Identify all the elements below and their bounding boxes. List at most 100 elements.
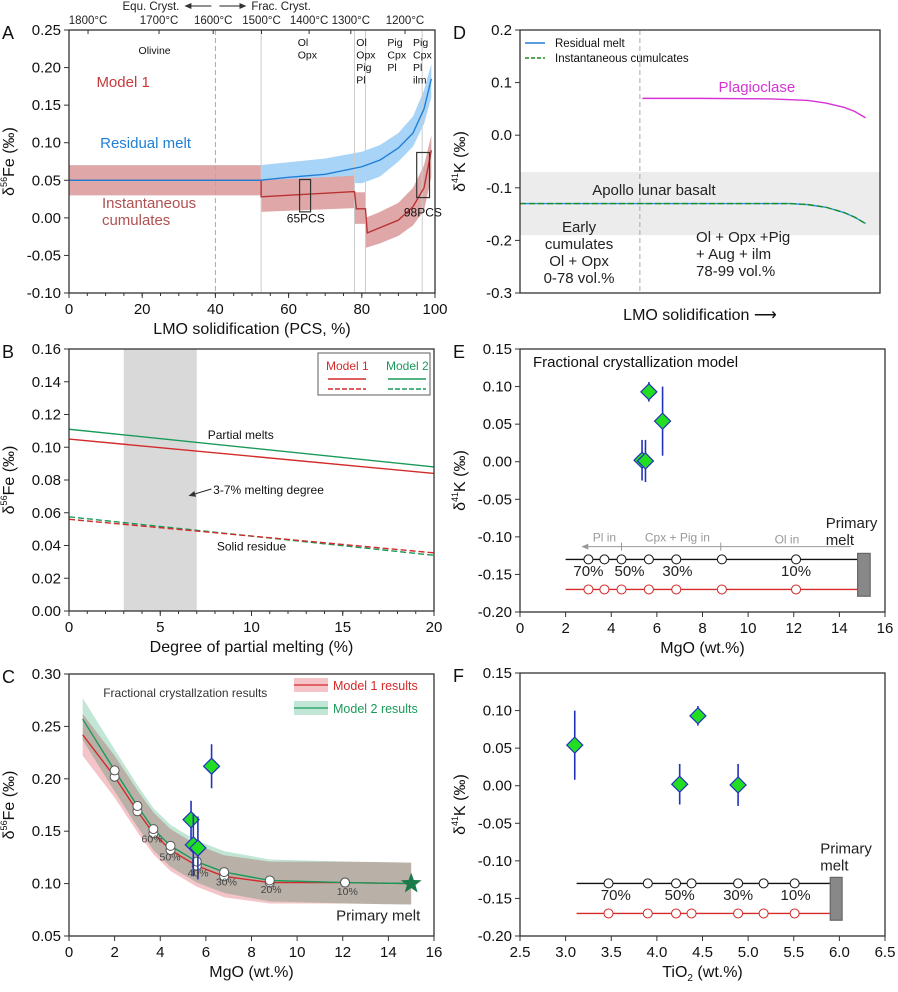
model-1-step [603, 878, 614, 889]
model-1-step [642, 878, 653, 889]
x-tick-label: 14 [380, 944, 397, 961]
model-2-line [82, 718, 412, 885]
plot-area [565, 706, 843, 921]
x-axis-label: Degree of partial melting (%) [150, 639, 354, 656]
axis-label-part: Degree of partial melting (%) [150, 639, 354, 656]
plot-area [69, 30, 433, 293]
percent-label: 60% [142, 834, 163, 846]
y-tick-label: -0.10 [478, 529, 512, 546]
melting-degree-range [123, 349, 197, 611]
residual-melt-band [69, 63, 432, 196]
98pcs-box [416, 151, 431, 199]
cpx-pig-in-label: Cpx + Pig in [645, 530, 710, 544]
lunar-basalt-sample [689, 706, 707, 725]
percent-label: 30% [723, 887, 753, 904]
percent-label: 70% [573, 563, 603, 580]
percent-label: 10% [337, 886, 358, 898]
axis-label-part: 56 [0, 177, 9, 187]
x-tick-label: 4.0 [646, 944, 667, 961]
model-2-step [671, 908, 682, 919]
model-1-step [599, 554, 610, 565]
pl-in-label: Pl in [593, 530, 616, 544]
y-tick-label: 0.0 [491, 127, 512, 144]
y-tick-label: -0.05 [27, 247, 61, 264]
x-axis-label: MgO (wt.%) [209, 964, 293, 981]
primary-melt-bar [857, 552, 871, 597]
x-tick-label: 20 [134, 301, 151, 318]
y-tick-label: 0.2 [491, 22, 512, 39]
legend-label: Residual melt [555, 38, 625, 50]
x-tick-label: 3.5 [601, 944, 622, 961]
x-tick-label: 60 [280, 301, 297, 318]
fractional-crystallization-results-label: Fractional crystallzation results [103, 686, 267, 700]
y-tick-label: -0.05 [478, 491, 512, 508]
x-tick-label: 14 [831, 620, 848, 637]
solid-residue-label: Solid residue [217, 539, 287, 553]
panel-letter: A [2, 23, 14, 43]
x-tick-label: 8 [247, 944, 255, 961]
y-tick-label: 0.05 [32, 172, 61, 189]
x-tick-label: 3.0 [555, 944, 576, 961]
model-2-step [686, 908, 697, 919]
late-cumulates-label: Ol + Opx +Pig [696, 229, 790, 246]
y-tick-label: 0.15 [483, 665, 512, 682]
98pcs-label: 98PCS [404, 205, 442, 219]
x-tick-label: 6.0 [829, 944, 850, 961]
melting-degree-arrow [188, 488, 212, 497]
model-2-step [264, 875, 275, 886]
model-1-step [671, 554, 682, 565]
panel-e: Pl in Cpx + Pig in Ol in 70% 50% 30% 10% Primar… [450, 341, 893, 657]
model-2-step [643, 584, 654, 595]
axis-label-part: 56 [0, 495, 9, 505]
primary-melt-star [400, 872, 422, 893]
lunar-basalt-sample [670, 775, 689, 794]
y-tick-label: -0.20 [478, 928, 512, 945]
model-2-step [733, 908, 744, 919]
model-1-step [733, 878, 744, 889]
model-1-step [643, 554, 654, 565]
phase-label: Cpx [413, 49, 432, 61]
primary-melt-label: melt [820, 857, 849, 874]
x-tick-label: 2 [110, 944, 118, 961]
x-tick-label: 0 [516, 620, 524, 637]
primary-melt-label: Primary melt [336, 907, 421, 924]
axis-label-part: 41 [450, 816, 460, 826]
y-tick-label: 0.02 [32, 570, 61, 587]
x-tick-label: 6.5 [875, 944, 896, 961]
percent-label: 50% [665, 887, 695, 904]
plot-area [520, 30, 880, 293]
x-tick-label: 10 [243, 619, 260, 636]
x-tick-label: 5 [156, 619, 164, 636]
temperature-label: 1700°C [140, 15, 179, 27]
y-tick-label: 0.04 [32, 538, 61, 555]
axis-label-part: (wt.%) [693, 964, 743, 981]
x-tick-label: 4 [156, 944, 164, 961]
instantaneous-cumulates-line [520, 202, 866, 225]
x-tick-label: 20 [426, 619, 443, 636]
x-tick-label: 6 [202, 944, 210, 961]
legend-label: Model 2 results [333, 702, 418, 716]
y-tick-label: 0.25 [32, 22, 61, 39]
y-tick-label: 0.20 [32, 60, 61, 77]
plagioclase-label: Plagioclase [719, 79, 796, 96]
model-1-band [82, 713, 412, 905]
phase-label: Pig [356, 62, 371, 74]
axis-label-part: LMO solidification (PCS, %) [153, 321, 350, 338]
model-2-step [132, 801, 143, 812]
x-axis-label: MgO (wt.%) [660, 640, 744, 657]
model-1-step [616, 554, 627, 565]
lunar-basalt-sample [565, 736, 584, 754]
phase-label: ilm [413, 74, 427, 86]
phase-label: Ol [356, 37, 367, 49]
phase-label: Pig [413, 37, 428, 49]
axis-label-part: 41 [450, 173, 460, 183]
lunar-basalt-sample [640, 382, 658, 401]
y-tick-label: 0.25 [32, 718, 61, 735]
x-tick-label: 80 [353, 301, 370, 318]
model-2-step [599, 584, 610, 595]
y-axis-label: δ56Fe (‰) [0, 771, 18, 840]
y-tick-label: 0.00 [32, 210, 61, 227]
instantaneous-cumulates-label: Instantaneous [102, 195, 196, 212]
panel-letter: E [453, 342, 465, 362]
